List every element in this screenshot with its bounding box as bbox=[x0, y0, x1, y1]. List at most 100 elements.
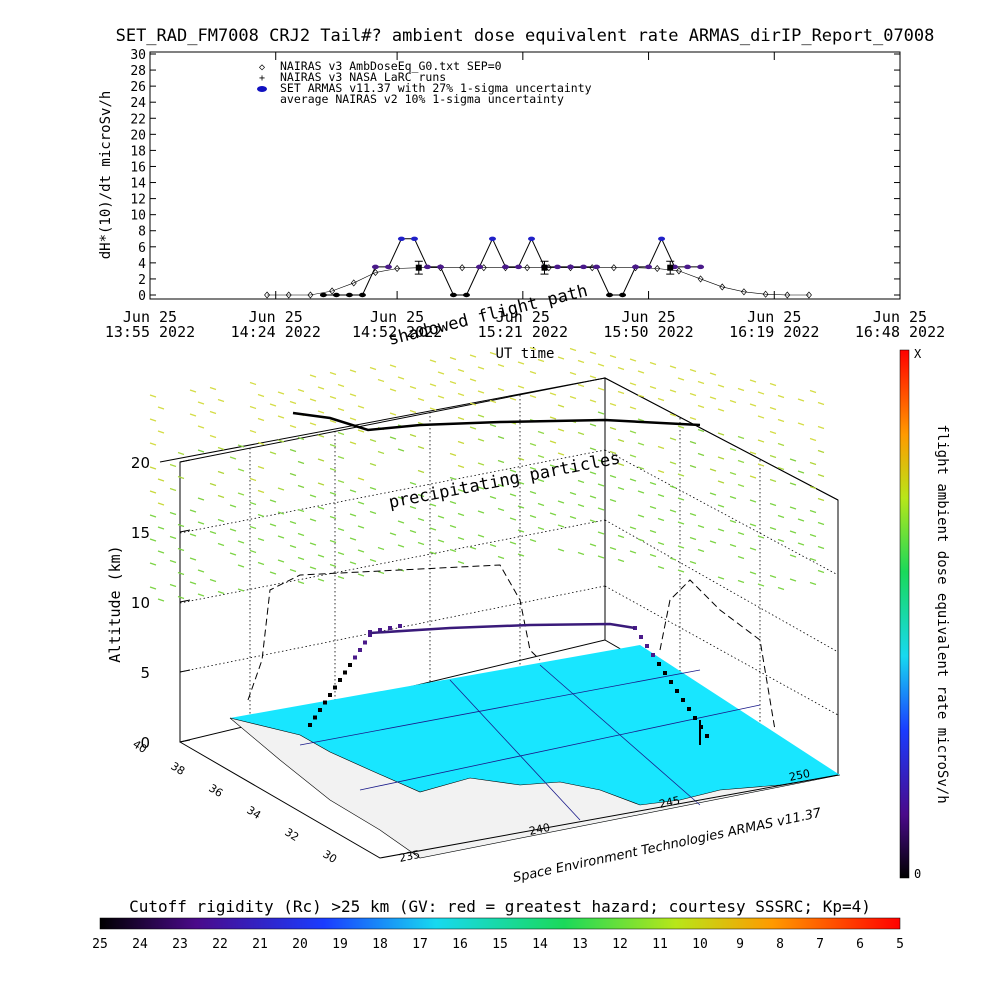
particle-dash bbox=[317, 506, 325, 510]
particle-dash bbox=[189, 533, 197, 537]
particle-dash bbox=[429, 383, 437, 387]
particle-dash bbox=[709, 372, 717, 376]
particle-dash bbox=[709, 396, 717, 400]
track-point bbox=[675, 689, 679, 693]
particle-dash bbox=[589, 519, 597, 523]
particle-dash bbox=[149, 466, 157, 470]
rigidity-tick-label: 7 bbox=[816, 937, 824, 952]
particle-dash bbox=[217, 494, 225, 499]
particle-dash bbox=[317, 578, 325, 582]
particle-dash bbox=[329, 515, 337, 520]
armas-point bbox=[319, 292, 327, 298]
y-tick-label: 24 bbox=[130, 96, 146, 111]
particle-dash bbox=[329, 419, 337, 424]
particle-dash bbox=[249, 525, 257, 530]
nairas-point bbox=[329, 287, 336, 295]
particle-dash bbox=[517, 529, 525, 533]
particle-dash bbox=[197, 497, 205, 501]
particle-dash bbox=[297, 388, 305, 393]
particle-dash bbox=[297, 508, 305, 513]
particle-dash bbox=[417, 469, 425, 474]
particle-dash bbox=[589, 543, 597, 547]
particle-dash bbox=[429, 551, 437, 555]
particle-dash bbox=[749, 523, 757, 527]
particle-dash bbox=[197, 449, 205, 453]
latitude-tick-label: 36 bbox=[206, 782, 225, 800]
nairas-point bbox=[459, 264, 466, 272]
particle-dash bbox=[469, 402, 477, 406]
particle-dash bbox=[649, 481, 657, 486]
nairas-point bbox=[719, 283, 726, 291]
particle-dash bbox=[817, 473, 825, 478]
armas-point bbox=[371, 264, 379, 270]
particle-dash bbox=[489, 495, 497, 500]
armas-point bbox=[345, 292, 353, 298]
particle-dash bbox=[809, 389, 817, 394]
particle-dash bbox=[629, 358, 637, 362]
armas-point bbox=[332, 292, 340, 298]
particle-dash bbox=[817, 569, 825, 574]
y-tick-label: 0 bbox=[138, 289, 146, 304]
armas-point bbox=[593, 264, 601, 270]
particle-dash bbox=[269, 571, 277, 575]
particle-dash bbox=[649, 385, 657, 390]
particle-dash bbox=[429, 503, 437, 507]
rigidity-tick-label: 12 bbox=[612, 937, 628, 952]
particle-dash bbox=[389, 532, 397, 536]
particle-dash bbox=[769, 382, 777, 387]
particle-dash bbox=[169, 583, 177, 588]
particle-dash bbox=[297, 532, 305, 537]
nairas-point bbox=[610, 264, 617, 272]
particle-dash bbox=[737, 579, 745, 584]
particle-dash bbox=[229, 552, 237, 556]
particle-dash bbox=[289, 520, 297, 525]
particle-dash bbox=[729, 543, 737, 548]
particle-dash bbox=[577, 359, 585, 364]
particle-dash bbox=[689, 512, 697, 517]
legend-marker: + bbox=[259, 73, 265, 84]
particle-dash bbox=[449, 476, 457, 481]
particle-dash bbox=[769, 406, 777, 411]
particle-dash bbox=[357, 549, 365, 553]
particle-dash bbox=[629, 550, 637, 554]
particle-dash bbox=[377, 450, 385, 455]
x-tick-label-date: Jun 25 bbox=[249, 308, 303, 326]
particle-dash bbox=[289, 472, 297, 477]
particle-dash bbox=[537, 454, 545, 459]
particle-dash bbox=[737, 459, 745, 464]
particle-dash bbox=[409, 385, 417, 390]
particle-dash bbox=[417, 445, 425, 450]
particle-dash bbox=[217, 518, 225, 523]
particle-dash bbox=[689, 368, 697, 373]
particle-dash bbox=[389, 436, 397, 440]
particle-dash bbox=[289, 448, 297, 453]
particle-dash bbox=[589, 399, 597, 403]
particle-dash bbox=[617, 534, 625, 539]
x-tick-label-time: 14:52 2022 bbox=[352, 323, 442, 341]
particle-dash bbox=[157, 526, 165, 530]
particle-dash bbox=[609, 546, 617, 551]
x-tick-label-time: 15:50 2022 bbox=[603, 323, 693, 341]
particle-dash bbox=[477, 366, 485, 370]
particle-dash bbox=[337, 431, 345, 436]
altitude-tick-label: 20 bbox=[131, 454, 150, 472]
legend-label: NAIRAS v3 AmbDoseEq_G0.txt SEP=0 bbox=[280, 59, 502, 73]
x-tick-label-time: 16:19 2022 bbox=[729, 323, 819, 341]
particle-dash bbox=[149, 490, 157, 494]
particle-dash bbox=[797, 398, 805, 402]
armas-point bbox=[697, 264, 705, 270]
rigidity-colorbar: Cutoff rigidity (Rc) >25 km (GV: red = g… bbox=[92, 897, 904, 952]
particle-dash bbox=[317, 482, 325, 486]
particle-dash bbox=[189, 557, 197, 561]
particle-dash bbox=[669, 557, 677, 561]
particle-dash bbox=[289, 400, 297, 405]
particle-dash bbox=[489, 423, 497, 428]
particle-dash bbox=[749, 403, 757, 407]
particle-dash bbox=[177, 475, 185, 480]
floor-edge bbox=[179, 741, 839, 859]
particle-dash bbox=[369, 510, 377, 515]
particle-dash bbox=[329, 443, 337, 448]
particle-dash bbox=[769, 430, 777, 435]
